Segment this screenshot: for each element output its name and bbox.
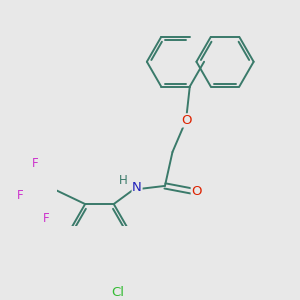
Text: F: F (32, 157, 39, 170)
Text: O: O (191, 185, 202, 198)
Text: F: F (43, 212, 49, 225)
Text: N: N (132, 181, 142, 194)
Text: H: H (118, 174, 127, 187)
Text: F: F (17, 188, 24, 202)
Text: Cl: Cl (111, 286, 124, 298)
Text: O: O (181, 114, 191, 127)
